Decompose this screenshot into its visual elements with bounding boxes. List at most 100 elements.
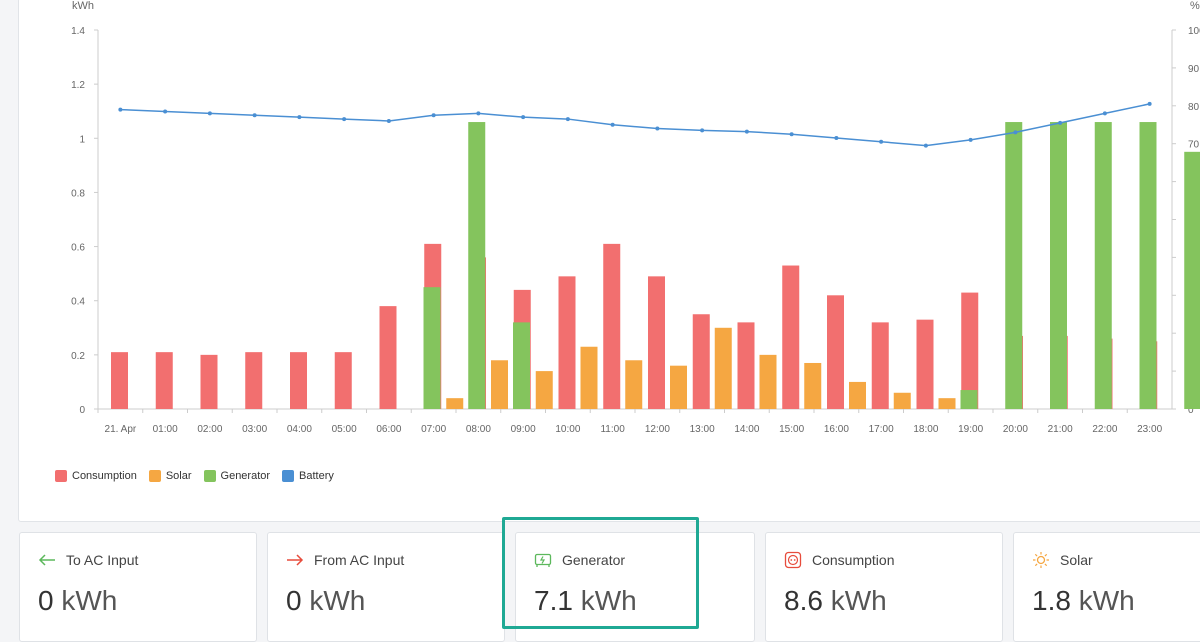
x-tick-label: 11:00 [600,424,625,435]
y-tick-label: 0.6 [71,243,85,254]
legend-item-solar[interactable]: Solar [148,470,192,482]
battery-point [700,128,705,133]
x-tick-label: 05:00 [332,424,357,435]
battery-point [118,107,123,112]
bar-generator [960,390,978,409]
y-tick-label: 0.2 [71,351,85,362]
legend-item-battery[interactable]: Battery [282,470,334,482]
chart-legend: Consumption Solar Generator Battery [55,470,334,482]
bar-generator [1094,122,1112,410]
bar-solar [759,354,777,409]
bar-consumption [379,306,397,409]
bar-consumption [916,319,934,409]
battery-point [1147,101,1152,106]
battery-point [297,115,302,120]
battery-point [655,126,660,131]
bar-solar [849,381,866,409]
card-value: 0 kWh [286,585,365,617]
legend-label: Battery [299,470,334,482]
card-label: To AC Input [66,552,139,568]
battery-point [744,129,749,134]
legend-swatch [55,470,67,482]
legend-item-consumption[interactable]: Consumption [55,470,137,482]
battery-point [789,132,794,137]
legend-swatch [282,470,295,482]
card-value: 0 kWh [38,585,117,617]
right-tick-label: 100 [1188,26,1200,37]
x-tick-label: 21. Apr [105,424,137,435]
bar-consumption [245,352,263,409]
x-tick-label: 01:00 [153,424,178,435]
bar-consumption [737,322,755,409]
battery-point [834,136,839,141]
x-tick-label: 23:00 [1137,424,1162,435]
bar-consumption [334,352,352,409]
x-tick-label: 10:00 [555,424,580,435]
bar-generator [423,287,441,409]
legend-swatch [148,470,161,482]
battery-point [968,137,973,142]
x-tick-label: 15:00 [779,424,804,435]
y-tick-label: 0 [79,405,85,416]
bar-solar [893,392,911,409]
bar-consumption [558,276,576,409]
bar-generator [468,122,486,410]
card-label: Generator [562,552,626,568]
value-unit: kWh [830,585,887,616]
arrow-left-icon [38,551,56,569]
x-tick-label: 12:00 [645,424,670,435]
right-tick-label: 80 [1188,102,1200,113]
bar-consumption [961,292,979,409]
battery-point [163,109,168,114]
stat-card-generator: Generator 7.1 kWh [515,532,755,642]
value-number: 1.8 [1032,585,1071,616]
legend-label: Solar [165,470,192,482]
x-tick-label: 03:00 [242,424,267,435]
right-tick-label: 70 [1188,140,1200,151]
value-unit: kWh [61,585,118,616]
card-label: Consumption [812,552,895,568]
right-axis-unit: % [1190,0,1200,12]
battery-point [476,111,481,116]
legend-label: Consumption [72,470,137,482]
x-tick-label: 06:00 [376,424,401,435]
x-tick-label: 14:00 [734,424,759,435]
x-tick-label: 22:00 [1092,424,1117,435]
bar-generator [1050,122,1067,410]
card-label: Solar [1060,552,1093,568]
page-gutter [0,0,9,636]
bar-solar [535,371,553,409]
battery-point [431,113,436,118]
card-value: 8.6 kWh [784,585,887,617]
stat-card-from-ac-input: From AC Input 0 kWh [267,532,505,642]
right-tick-label: 90 [1188,64,1200,75]
outlet-icon [784,551,802,569]
bar-generator [1184,151,1200,410]
x-tick-label: 02:00 [197,424,222,435]
battery-point [252,113,257,118]
x-tick-label: 20:00 [1003,424,1028,435]
battery-point [1013,130,1018,135]
value-unit: kWh [580,585,637,616]
x-tick-label: 21:00 [1048,424,1073,435]
value-unit: kWh [309,585,366,616]
bar-generator [513,322,530,409]
bar-consumption [111,352,128,409]
arrow-right-icon [286,551,304,569]
legend-item-generator[interactable]: Generator [203,470,271,482]
value-number: 0 [38,585,54,616]
card-value: 7.1 kWh [534,585,637,617]
stat-card-consumption: Consumption 8.6 kWh [765,532,1003,642]
battery-point [521,115,526,120]
bar-consumption [155,352,173,409]
energy-chart: kWh%00.20.40.60.811.21.40102030405060708… [71,0,1200,435]
x-tick-label: 08:00 [466,424,491,435]
bar-solar [491,360,508,409]
battery-point [386,118,391,123]
battery-point [565,117,570,122]
y-tick-label: 0.8 [71,188,85,199]
legend-label: Generator [220,470,271,482]
value-number: 8.6 [784,585,823,616]
battery-point [879,139,884,144]
x-tick-label: 04:00 [287,424,312,435]
